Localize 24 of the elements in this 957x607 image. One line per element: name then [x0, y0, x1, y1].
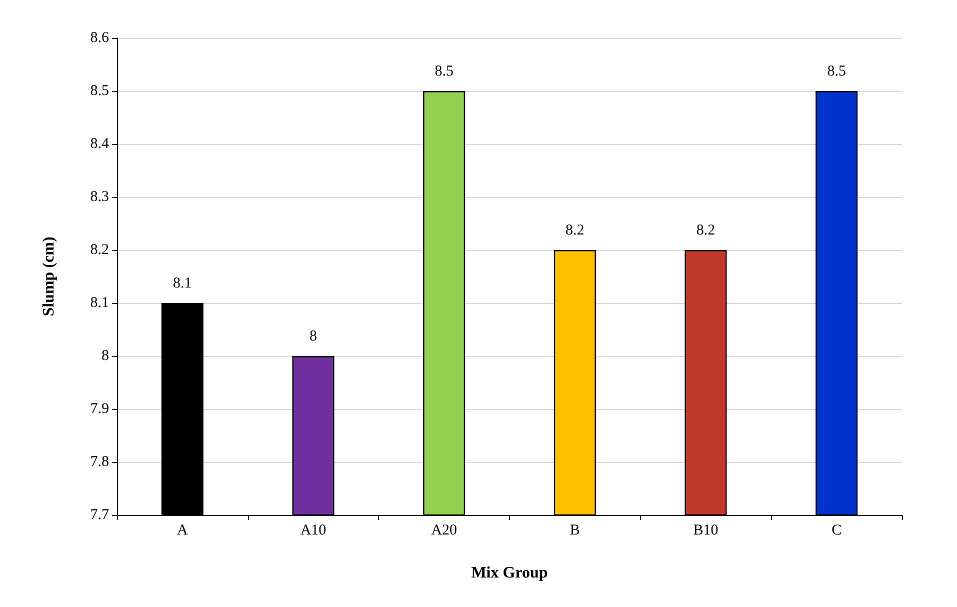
data-label: 8.5	[434, 64, 454, 80]
data-label: 8.2	[566, 222, 584, 238]
x-tick-label: A10	[300, 522, 326, 538]
data-label: 8.5	[827, 64, 846, 80]
x-tick-label: B10	[693, 522, 718, 538]
data-label: 8.1	[173, 276, 192, 292]
data-label: 8.2	[696, 222, 716, 238]
x-axis-title: Mix Group	[471, 564, 548, 582]
y-tick-label: 8.1	[90, 295, 109, 311]
x-tick-label: C	[832, 522, 842, 538]
y-tick-label: 8.4	[90, 136, 110, 152]
x-tick-label: A	[176, 522, 188, 538]
y-tick-label: 8.5	[90, 83, 109, 99]
y-tick-label: 7.8	[90, 454, 109, 470]
y-axis-title: Slump (cm)	[40, 236, 58, 316]
y-tick-label: 8.6	[90, 30, 110, 46]
y-tick-label: 8	[102, 348, 109, 364]
data-label: 8	[310, 328, 317, 344]
y-tick-label: 7.7	[90, 507, 110, 523]
y-tick-label: 8.2	[90, 242, 109, 258]
y-tick-label: 8.3	[90, 189, 109, 205]
x-tick-label: A20	[431, 522, 458, 538]
x-tick-label: B	[570, 522, 580, 538]
y-tick-label: 7.9	[90, 401, 109, 417]
